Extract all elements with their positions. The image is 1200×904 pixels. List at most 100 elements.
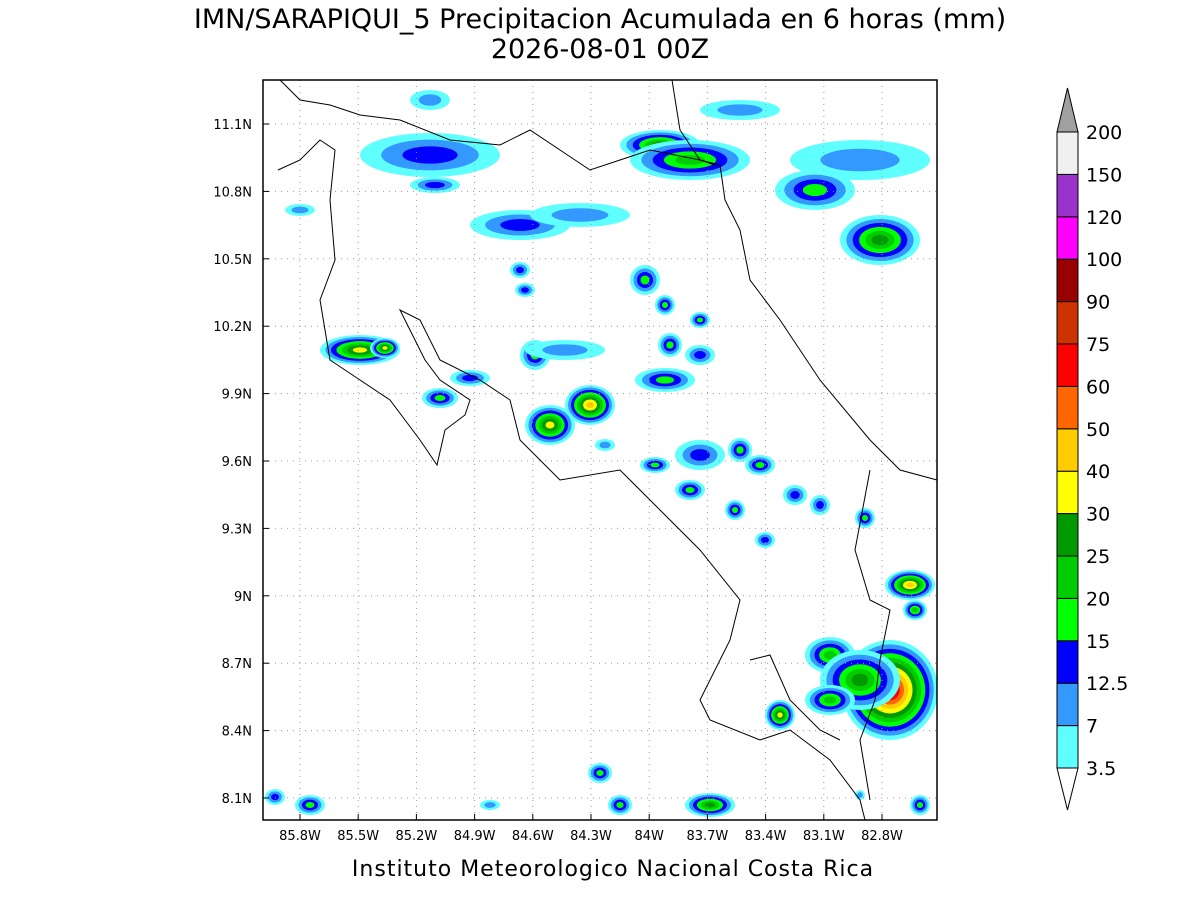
- lat-label: 11.1N: [213, 118, 252, 133]
- lon-label: 83.7W: [686, 829, 728, 844]
- lat-label: 9.9N: [222, 388, 252, 403]
- colorbar-box: [1056, 513, 1079, 557]
- lat-label: 8.4N: [222, 725, 252, 740]
- precip-contour: [851, 673, 869, 687]
- precip-contour: [704, 802, 716, 808]
- colorbar-label: 60: [1086, 376, 1110, 398]
- colorbar-label: 90: [1086, 292, 1110, 314]
- precip-contour: [820, 148, 900, 172]
- precip-contour: [291, 206, 309, 214]
- lat-label: 9.3N: [222, 522, 252, 537]
- precip-contour: [912, 607, 918, 613]
- precip-contour: [402, 146, 458, 164]
- precip-contour: [516, 266, 524, 274]
- colorbar-label: 100: [1086, 249, 1122, 271]
- lat-label: 10.8N: [213, 185, 252, 200]
- grid: 11.1N 10.8N 10.5N 10.2N 9.9N 9.6N 9.3N 9N 8.7N 8.…: [213, 80, 937, 844]
- colorbar-label: 200: [1086, 122, 1122, 144]
- colorbar-box: [1056, 682, 1079, 727]
- panama-border: [854, 469, 891, 801]
- colorbar-box: [1056, 555, 1079, 599]
- lon-label: 85.5W: [337, 829, 379, 844]
- colorbar-under: [1056, 767, 1079, 811]
- precip-contour: [616, 801, 624, 809]
- precip-contour: [434, 394, 446, 402]
- lon-label: 85.8W: [279, 829, 321, 844]
- colorbar-label: 3.5: [1086, 758, 1116, 780]
- lon-label: 83.4W: [745, 829, 787, 844]
- precip-contour: [352, 347, 368, 353]
- precip-contour: [596, 769, 604, 777]
- precip-contour: [694, 351, 706, 359]
- colorbar-label: 75: [1086, 334, 1110, 356]
- precip-contour: [696, 317, 704, 323]
- colorbar-label: 15: [1086, 631, 1110, 653]
- precip-contour: [521, 287, 529, 293]
- precip-contour: [382, 346, 388, 350]
- lat-label: 10.2N: [213, 320, 252, 335]
- lat-label: 8.7N: [222, 657, 252, 672]
- colorbar-box: [1056, 640, 1079, 684]
- precip-contour: [271, 793, 279, 801]
- precip-contour: [586, 401, 594, 409]
- lon-label: 85.2W: [395, 829, 437, 844]
- pacific-coast: [277, 139, 866, 821]
- subtitle: 2026-08-01 00Z: [491, 34, 709, 65]
- precip-contour: [731, 506, 739, 514]
- precip-contour: [755, 461, 765, 469]
- lat-label: 9.6N: [222, 455, 252, 470]
- lon-label: 84.3W: [570, 829, 612, 844]
- precip-contour: [790, 491, 800, 499]
- precip-contour: [542, 344, 588, 356]
- peninsula: [749, 654, 841, 741]
- lat-label: 8.1N: [222, 792, 252, 807]
- lon-label: 82.8W: [861, 829, 903, 844]
- precip-contour: [685, 486, 695, 494]
- precip-contour: [761, 536, 769, 544]
- colorbar-label: 30: [1086, 504, 1110, 526]
- precip-contour: [690, 449, 710, 461]
- colorbar-label: 40: [1086, 461, 1110, 483]
- title: IMN/SARAPIQUI_5 Precipitacion Acumulada …: [194, 4, 1006, 35]
- lat-label: 10.5N: [213, 253, 252, 268]
- colorbar-box: [1056, 173, 1079, 218]
- precip-contour: [802, 183, 828, 197]
- precip-contour: [906, 582, 914, 588]
- precip-contour: [425, 181, 445, 189]
- colorbar-label: 150: [1086, 164, 1122, 186]
- lake-shore: [279, 79, 401, 121]
- precip-contour: [871, 234, 889, 246]
- precip-contour: [661, 301, 669, 309]
- lat-label: 9N: [234, 590, 252, 605]
- precip-contour: [777, 712, 783, 718]
- precip-contour: [916, 801, 924, 809]
- precip-contour: [418, 94, 442, 106]
- coastlines: [277, 79, 938, 821]
- colorbar-box: [1056, 428, 1079, 472]
- lon-label: 84W: [634, 829, 664, 844]
- precip-contour: [599, 441, 611, 449]
- lon-label: 84.6W: [512, 829, 554, 844]
- colorbar-box: [1056, 131, 1079, 175]
- colorbar-label: 12.5: [1086, 673, 1128, 695]
- precip-contour: [816, 501, 824, 509]
- precip-contour: [823, 696, 837, 704]
- colorbar-box: [1056, 301, 1079, 345]
- colorbar: 3.5 7 12.5 15 20 25 30 40 50 60 75 90 100 120 150 200: [1056, 87, 1128, 811]
- colorbar-over: [1056, 87, 1079, 133]
- colorbar-label: 120: [1086, 207, 1122, 229]
- colorbar-box: [1056, 597, 1079, 642]
- precip-contour: [861, 514, 869, 522]
- precip-contour: [717, 104, 763, 116]
- precip-contour: [823, 650, 837, 660]
- precip-contour: [500, 219, 540, 231]
- lon-label: 84.9W: [454, 829, 496, 844]
- map-frame: [262, 79, 938, 821]
- precip-contour: [857, 792, 863, 798]
- colorbar-box: [1056, 343, 1079, 387]
- precip-contour: [650, 462, 660, 468]
- footer: Instituto Meteorologico Nacional Costa R…: [352, 857, 874, 882]
- colorbar-label: 20: [1086, 588, 1110, 610]
- colorbar-box: [1056, 725, 1079, 769]
- precip-contour: [640, 275, 650, 285]
